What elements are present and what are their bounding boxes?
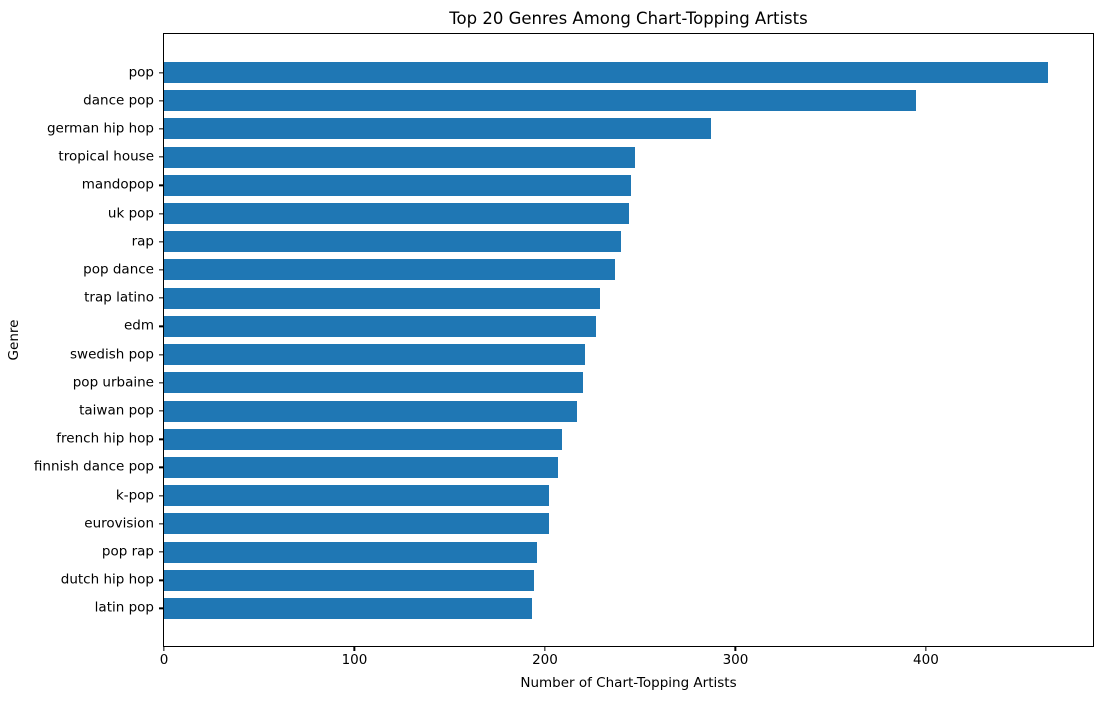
x-tick-label: 100 — [341, 652, 368, 668]
y-tick-label: tropical house — [58, 148, 154, 165]
chart-title: Top 20 Genres Among Chart-Topping Artist… — [449, 9, 808, 28]
bar-taiwan-pop — [164, 400, 578, 422]
x-tick-label: 300 — [722, 652, 749, 668]
y-tick-label: finnish dance pop — [33, 458, 154, 475]
bar-pop — [164, 62, 1048, 83]
y-tick-mark — [159, 325, 164, 328]
y-tick-mark — [159, 523, 164, 525]
y-tick-mark — [159, 269, 164, 271]
y-tick-mark — [159, 212, 164, 215]
y-tick-label: eurovision — [84, 515, 154, 532]
x-tick-mark — [544, 646, 546, 651]
y-tick-mark — [159, 551, 164, 553]
x-tick-mark — [353, 646, 356, 651]
y-tick-mark — [159, 607, 164, 610]
x-tick-mark — [163, 646, 165, 651]
y-tick-mark — [159, 438, 164, 440]
y-tick-mark — [159, 184, 164, 186]
bar-swedish-pop — [164, 344, 585, 366]
y-tick-mark — [159, 466, 164, 469]
bar-eurovision — [164, 513, 549, 535]
bar-dutch-hip-hop — [164, 569, 534, 591]
y-tick-label: french hip hop — [56, 430, 154, 447]
y-tick-label: dance pop — [83, 91, 154, 108]
y-tick-mark — [159, 156, 164, 158]
y-tick-label: taiwan pop — [79, 402, 154, 419]
y-tick-label: german hip hop — [46, 120, 154, 137]
y-tick-label: uk pop — [107, 204, 154, 221]
bar-german-hip-hop — [164, 118, 711, 140]
bar-finnish-dance-pop — [164, 456, 559, 478]
bar-tropical-house — [164, 146, 635, 168]
bar-rap — [164, 231, 622, 253]
y-tick-label: swedish pop — [70, 345, 154, 362]
y-tick-mark — [159, 579, 164, 581]
y-tick-label: mandopop — [81, 176, 154, 193]
y-tick-mark — [159, 382, 164, 384]
y-tick-mark — [159, 241, 164, 243]
y-tick-label: dutch hip hop — [60, 571, 154, 588]
bar-french-hip-hop — [164, 428, 563, 450]
bar-trap-latino — [164, 287, 601, 309]
x-axis-title: Number of Chart-Topping Artists — [520, 675, 737, 691]
y-tick-mark — [159, 128, 164, 130]
y-tick-label: pop urbaine — [72, 374, 154, 391]
y-tick-mark — [159, 410, 164, 412]
bar-edm — [164, 315, 597, 337]
bar-dance-pop — [164, 90, 917, 112]
x-tick-mark — [734, 646, 737, 651]
y-tick-label: k-pop — [115, 486, 154, 503]
x-tick-label: 200 — [532, 652, 558, 668]
bar-pop-dance — [164, 259, 616, 281]
y-tick-mark — [159, 100, 164, 102]
y-tick-label: trap latino — [84, 289, 154, 306]
y-tick-label: latin pop — [94, 599, 154, 616]
bar-k-pop — [164, 485, 549, 507]
y-tick-mark — [159, 297, 164, 299]
bar-mandopop — [164, 174, 631, 196]
y-tick-mark — [159, 494, 164, 497]
x-tick-label: 0 — [159, 652, 169, 668]
y-tick-label: rap — [131, 233, 154, 249]
plot-area: pop dance pop german hip hop tropical house… — [34, 33, 1094, 667]
bar-uk-pop — [164, 203, 629, 225]
y-tick-label: pop dance — [83, 261, 154, 278]
x-tick-label: 400 — [913, 652, 939, 668]
y-tick-label: pop rap — [101, 543, 154, 560]
y-tick-label: pop — [128, 63, 154, 80]
y-tick-mark — [159, 71, 164, 74]
bar-pop-rap — [164, 541, 538, 563]
y-tick-label: edm — [123, 317, 154, 334]
y-axis-title: Genre — [6, 319, 22, 361]
bar-latin-pop — [164, 597, 532, 619]
x-tick-mark — [925, 646, 927, 651]
y-tick-mark — [159, 353, 164, 356]
bar-pop-urbaine — [164, 372, 584, 394]
